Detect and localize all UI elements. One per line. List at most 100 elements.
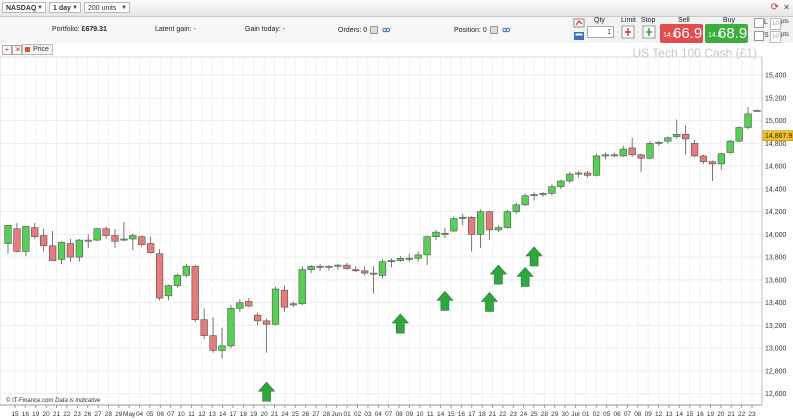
expand-icon[interactable]: ⇲: [12, 45, 22, 55]
candle-body-up: [334, 264, 342, 267]
candle-body-down: [280, 289, 289, 308]
orders-label: Orders:: [338, 26, 362, 34]
x-tick-label: 16: [458, 411, 466, 418]
candle: [468, 216, 476, 252]
orders-list-icon[interactable]: [370, 26, 379, 34]
x-tick-label: 11: [188, 411, 195, 418]
stop-points-input[interactable]: 10: [770, 31, 781, 43]
candle: [13, 223, 21, 253]
candle-body-down: [637, 154, 645, 159]
candle: [93, 227, 101, 242]
candle: [476, 209, 485, 249]
candle-body-down: [343, 264, 351, 269]
x-tick-label: 05: [146, 411, 154, 418]
x-tick-label: 17: [468, 411, 476, 418]
candle: [75, 238, 83, 262]
candle: [236, 299, 244, 312]
sell-button[interactable]: 14.8 66.9: [660, 24, 703, 43]
x-tick-label: 09: [645, 411, 653, 418]
tab-price[interactable]: Price: [22, 44, 53, 55]
x-tick-label: 27: [312, 411, 320, 418]
candle: [155, 249, 164, 301]
x-tick-label: 29: [115, 411, 123, 418]
limit-order-button[interactable]: [621, 25, 635, 39]
y-tick-label: 15,200: [765, 95, 787, 102]
units-select[interactable]: 200 units ▼: [84, 2, 130, 13]
x-tick-label: 15: [686, 411, 694, 418]
x-tick-label: Jun: [332, 411, 343, 418]
candle-body-up: [75, 239, 83, 258]
refresh-icon[interactable]: ⟳: [770, 2, 779, 13]
position-label: Position:: [454, 26, 481, 34]
latent-gain: Latent gain: -: [155, 26, 196, 33]
candle-body-up: [673, 134, 681, 137]
candle: [182, 263, 190, 278]
y-tick-label: 13,600: [765, 277, 787, 284]
candle-body-down: [191, 265, 199, 321]
x-tick-label: May: [123, 411, 136, 418]
candle-body-up: [22, 226, 30, 252]
units-select-value: 200 units: [88, 5, 117, 12]
candle: [405, 253, 413, 262]
candle: [664, 136, 672, 144]
x-tick-label: 18: [478, 411, 486, 418]
candle-body-up: [566, 173, 574, 182]
candle-body-down: [138, 236, 146, 245]
candle: [343, 262, 351, 270]
x-tick-label: 14: [219, 411, 227, 418]
candle-body-down: [610, 154, 618, 157]
x-tick-label: 07: [167, 411, 175, 418]
close-icon[interactable]: ✕: [783, 3, 790, 12]
candle-body-down: [102, 228, 110, 236]
candle: [84, 234, 92, 249]
add-indicator-icon[interactable]: +: [2, 45, 12, 55]
candle: [22, 226, 30, 257]
candle-body-up: [744, 113, 752, 128]
x-tick-label: 12: [655, 411, 663, 418]
candle: [40, 228, 48, 252]
candle: [369, 266, 378, 294]
candle: [557, 179, 565, 189]
x-tick-label: 28: [323, 411, 331, 418]
stop-points-checkbox[interactable]: [754, 31, 764, 41]
candle-body-up: [503, 211, 511, 228]
y-tick-label: 14,800: [765, 141, 787, 148]
candle: [521, 193, 529, 206]
candle: [717, 152, 725, 170]
orders-settings-icon[interactable]: [382, 27, 391, 33]
position: Position: 0: [454, 26, 510, 34]
candle-body-down: [66, 243, 75, 258]
candle: [31, 223, 39, 239]
x-tick-label: 22: [738, 411, 746, 418]
candle: [423, 235, 431, 266]
x-tick-label: 02: [354, 411, 362, 418]
portfolio-bar: Portfolio: £679.31 Latent gain: - Gain t…: [0, 17, 570, 43]
latent-gain-label: Latent gain:: [155, 26, 192, 33]
qty-input[interactable]: 1: [587, 26, 614, 38]
buy-button[interactable]: 14.8 68.9: [705, 24, 748, 43]
stop-points-value: 10: [772, 34, 779, 40]
chart-title: US Tech 100 Cash (£1): [632, 46, 757, 60]
limit-points-checkbox[interactable]: [754, 18, 764, 28]
limit-points-input[interactable]: 10: [770, 18, 781, 30]
x-tick-label: 19: [707, 411, 715, 418]
limit-pts-unit: pts: [781, 19, 790, 25]
candle-body-up: [414, 254, 422, 259]
x-tick-label: 19: [32, 411, 40, 418]
deal-ticket-icon[interactable]: [573, 17, 585, 29]
instrument-select[interactable]: NASDAQ ▼: [2, 2, 46, 13]
candle: [566, 171, 574, 184]
candle: [690, 140, 699, 158]
candle-body-up: [646, 143, 654, 159]
candle: [173, 273, 182, 288]
interval-select[interactable]: 1 day ▼: [49, 2, 81, 13]
stop-order-button[interactable]: [642, 25, 656, 39]
x-tick-label: 01: [344, 411, 352, 418]
up-arrow-icon: [391, 313, 410, 334]
candle: [753, 109, 761, 112]
position-list-icon[interactable]: [489, 26, 498, 34]
calculator-icon[interactable]: [573, 30, 585, 42]
position-settings-icon[interactable]: [501, 27, 510, 33]
candle: [450, 216, 458, 233]
